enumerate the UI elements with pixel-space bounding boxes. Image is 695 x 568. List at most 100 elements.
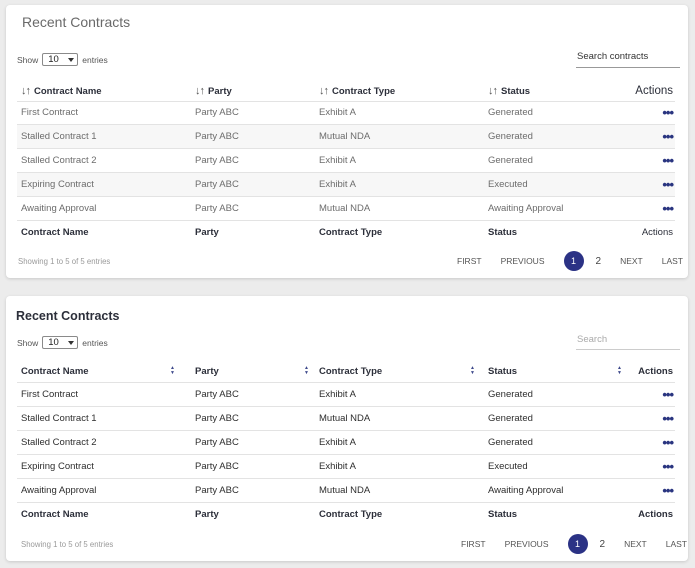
cell-contract-name: First Contract [21,107,79,118]
more-horizontal-icon[interactable]: ••• [662,435,674,450]
table-row: Awaiting Approval Party ABC Mutual NDA A… [17,197,675,221]
table-row: Expiring Contract Party ABC Exhibit A Ex… [17,455,675,479]
cell-status: Generated [488,389,533,400]
pager-previous[interactable]: PREVIOUS [504,539,549,549]
cell-contract-name: Awaiting Approval [21,203,97,214]
sort-caret-icon: ▲ ▼ [170,365,175,376]
col-header-contract-name[interactable]: Contract Name ▲ ▼ [21,360,181,382]
pager-page-1[interactable]: 1 [567,534,588,554]
footer-status: Status [488,226,518,238]
pager-first[interactable]: FIRST [461,539,486,549]
search-input[interactable]: Search contracts [576,51,680,68]
search-input[interactable]: Search [576,334,680,350]
col-header-actions: Actions [635,85,673,97]
pager-next[interactable]: NEXT [624,539,647,549]
table-info: Showing 1 to 5 of 5 entries [18,257,111,266]
entries-control: Show 10 entries [17,336,108,349]
sort-arrows-icon: ↓↑ [195,85,205,97]
col-header-party[interactable]: ↓↑ Party [195,81,232,101]
pager-first[interactable]: FIRST [457,256,482,266]
more-horizontal-icon[interactable]: ••• [662,153,674,168]
more-horizontal-icon[interactable]: ••• [662,105,674,120]
col-header-label: Status [488,365,518,377]
col-header-contract-type[interactable]: ↓↑ Contract Type [319,81,395,101]
cell-status: Generated [488,107,533,118]
pager-previous[interactable]: PREVIOUS [500,256,545,266]
pagination: FIRST PREVIOUS 1 2 NEXT LAST [461,534,687,554]
cell-contract-type: Exhibit A [319,107,356,118]
col-header-party[interactable]: Party ▲ ▼ [195,360,315,382]
cell-status: Generated [488,437,533,448]
cell-status: Generated [488,413,533,424]
cell-contract-type: Mutual NDA [319,485,371,496]
cell-party: Party ABC [195,485,239,496]
pager-page-2[interactable]: 2 [595,255,602,267]
table-row: Stalled Contract 2 Party ABC Exhibit A G… [17,149,675,173]
col-header-label: Status [501,85,531,97]
cell-party: Party ABC [195,389,239,400]
table-row: Stalled Contract 2 Party ABC Exhibit A G… [17,431,675,455]
footer-contract-type: Contract Type [319,226,383,238]
more-horizontal-icon[interactable]: ••• [662,483,674,498]
more-horizontal-icon[interactable]: ••• [662,129,674,144]
cell-party: Party ABC [195,131,239,142]
cell-party: Party ABC [195,107,239,118]
footer-contract-name: Contract Name [21,508,89,520]
chevron-down-icon [68,340,75,345]
cell-contract-name: Stalled Contract 1 [21,413,97,424]
col-header-status[interactable]: ↓↑ Status [488,81,530,101]
sort-arrows-icon: ↓↑ [21,85,31,97]
table-row: First Contract Party ABC Exhibit A Gener… [17,383,675,407]
table-row: Expiring Contract Party ABC Exhibit A Ex… [17,173,675,197]
pager-page-1[interactable]: 1 [563,251,584,271]
footer-party: Party [195,508,219,520]
chevron-down-icon [68,57,75,62]
table-row: Stalled Contract 1 Party ABC Mutual NDA … [17,125,675,149]
table-row: Stalled Contract 1 Party ABC Mutual NDA … [17,407,675,431]
more-horizontal-icon[interactable]: ••• [662,387,674,402]
table-info: Showing 1 to 5 of 5 entries [21,540,114,549]
more-horizontal-icon[interactable]: ••• [662,411,674,426]
cell-contract-type: Exhibit A [319,461,356,472]
entries-select[interactable]: 10 [42,53,79,66]
footer-actions: Actions [638,508,673,520]
col-header-label: Contract Name [34,85,102,97]
cell-contract-name: Awaiting Approval [21,485,97,496]
col-header-status[interactable]: Status ▲ ▼ [488,360,628,382]
pager-last[interactable]: LAST [665,539,687,549]
cell-contract-name: Stalled Contract 1 [21,131,97,142]
pager-last[interactable]: LAST [661,256,683,266]
card-title: Recent Contracts [22,14,131,30]
sort-caret-icon: ▲ ▼ [617,365,622,376]
cell-contract-name: Stalled Contract 2 [21,437,97,448]
contracts-card-1: Recent Contracts Show 10 entries Search … [6,5,688,278]
pager-next[interactable]: NEXT [620,256,643,266]
table-footer-row: Contract Name Party Contract Type Status… [17,503,675,525]
col-header-label: Party [195,365,219,377]
cell-status: Executed [488,461,528,472]
cell-contract-type: Exhibit A [319,179,356,190]
card-title: Recent Contracts [16,309,120,323]
cell-contract-name: Stalled Contract 2 [21,155,97,166]
show-label: Show [17,54,39,65]
pager-page-2[interactable]: 2 [599,538,606,550]
entries-select[interactable]: 10 [42,336,79,349]
cell-status: Awaiting Approval [488,485,564,496]
cell-contract-name: Expiring Contract [21,461,94,472]
more-horizontal-icon[interactable]: ••• [662,201,674,216]
sort-arrows-icon: ↓↑ [319,85,329,97]
cell-contract-type: Exhibit A [319,437,356,448]
cell-contract-type: Mutual NDA [319,203,371,214]
col-header-contract-type[interactable]: Contract Type ▲ ▼ [319,360,481,382]
show-label: Show [17,337,39,348]
cell-party: Party ABC [195,155,239,166]
footer-contract-name: Contract Name [21,226,89,238]
cell-contract-type: Mutual NDA [319,413,371,424]
more-horizontal-icon[interactable]: ••• [662,459,674,474]
col-header-label: Party [208,85,232,97]
col-header-contract-name[interactable]: ↓↑ Contract Name [21,81,102,101]
table-header-row: ↓↑ Contract Name ↓↑ Party ↓↑ Contract Ty… [17,81,675,102]
sort-arrows-icon: ↓↑ [488,85,498,97]
more-horizontal-icon[interactable]: ••• [662,177,674,192]
table-footer-row: Contract Name Party Contract Type Status… [17,221,675,243]
